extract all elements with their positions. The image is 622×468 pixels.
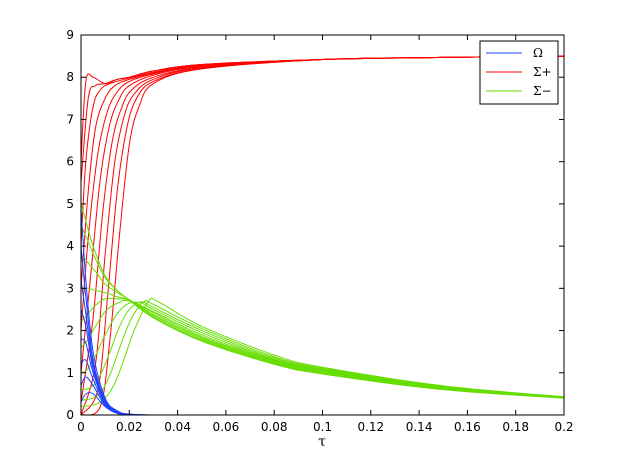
x-tick-label: 0.06 — [213, 420, 240, 434]
y-tick-label: 4 — [66, 239, 74, 253]
y-tick-label: 7 — [66, 112, 74, 126]
legend-label: Ω — [533, 46, 543, 60]
y-tick-label: 3 — [66, 281, 74, 295]
series-line-sigma-minus-14 — [81, 297, 564, 398]
x-tick-label: 0.04 — [164, 420, 191, 434]
y-tick-label: 0 — [66, 408, 74, 422]
y-tick-label: 6 — [66, 155, 74, 169]
legend-label: Σ− — [533, 84, 552, 98]
x-tick-label: 0.02 — [116, 420, 143, 434]
x-tick-label: 0.18 — [502, 420, 529, 434]
x-axis-label: τ — [318, 434, 326, 450]
x-tick-label: 0 — [77, 420, 85, 434]
series-line-sigma-minus-16 — [81, 301, 564, 398]
ticks-layer: 0 0.02 0.04 0.06 0.08 0.1 0.12 0.14 0.16 0.18 0.2 0… — [66, 28, 573, 434]
x-tick-label: 0.1 — [313, 420, 332, 434]
y-tick-label: 1 — [66, 366, 74, 380]
series-line-sigma-plus-9 — [81, 55, 564, 415]
y-tick-label: 8 — [66, 70, 74, 84]
x-tick-label: 0.14 — [406, 420, 433, 434]
series-line-sigma-minus-17 — [81, 301, 564, 398]
legend: Ω Σ+ Σ− — [479, 40, 559, 105]
x-tick-label: 0.2 — [554, 420, 573, 434]
x-tick-label: 0.08 — [261, 420, 288, 434]
x-tick-label: 0.12 — [357, 420, 384, 434]
y-tick-label: 5 — [66, 197, 74, 211]
legend-label: Σ+ — [533, 65, 552, 79]
y-tick-label: 9 — [66, 28, 74, 42]
x-tick-label: 0.16 — [454, 420, 481, 434]
series-line-sigma-minus-11 — [81, 224, 564, 399]
series-line-sigma-minus-12 — [81, 254, 564, 399]
y-tick-label: 2 — [66, 324, 74, 338]
series-line-sigma-minus-19 — [81, 297, 564, 408]
series-layer — [81, 55, 564, 415]
series-line-sigma-minus-15 — [81, 299, 564, 398]
